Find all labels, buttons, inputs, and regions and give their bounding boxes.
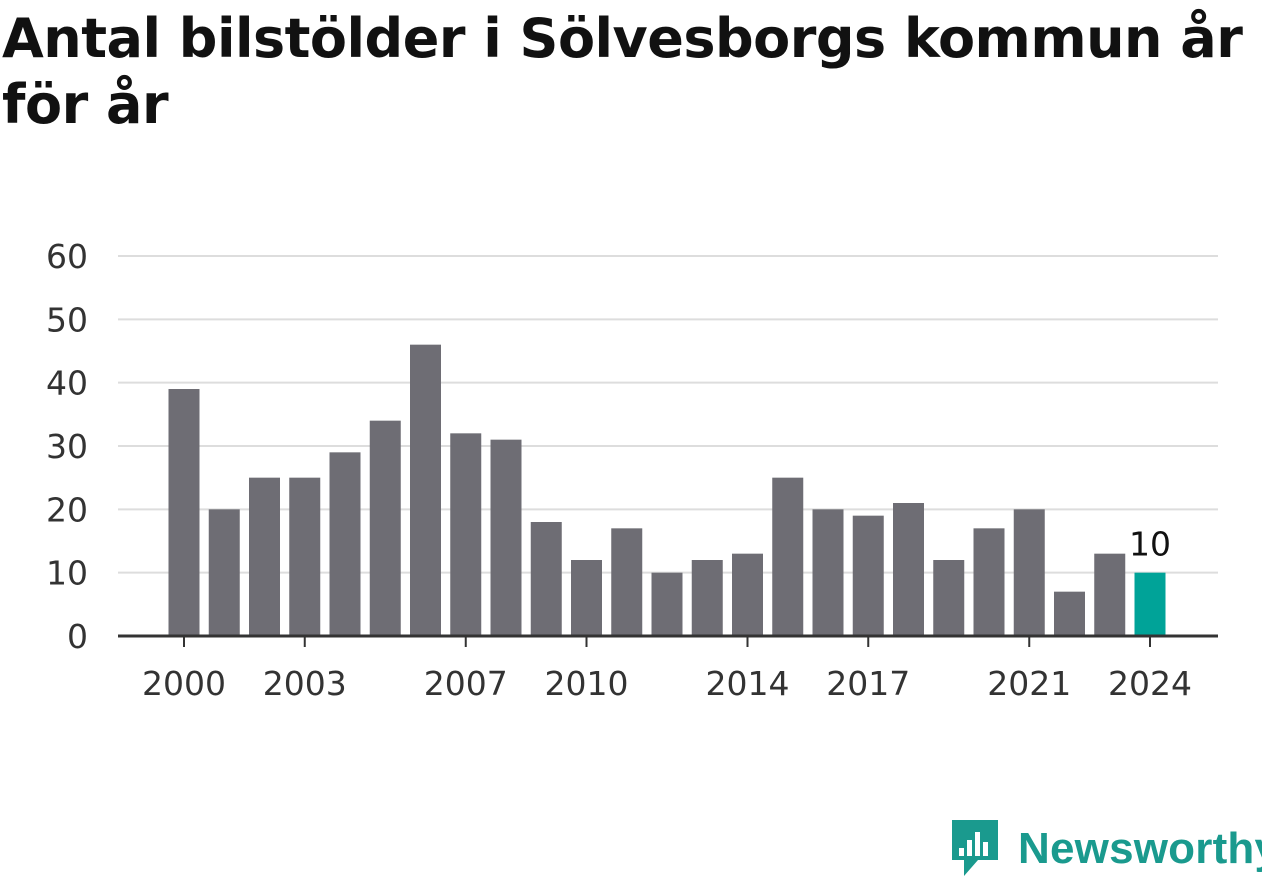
bar [329, 452, 361, 636]
brand-logo: Newsworthy [950, 818, 1262, 880]
bar [893, 503, 924, 636]
x-tick-label: 2003 [263, 664, 347, 703]
brand-name: Newsworthy [1018, 824, 1262, 873]
bar [732, 553, 763, 636]
y-tick-label: 20 [46, 490, 88, 529]
y-tick-label: 60 [46, 237, 88, 276]
x-tick-label: 2010 [545, 664, 629, 703]
bar [933, 560, 965, 636]
bar [1013, 509, 1045, 636]
x-tick-label: 2024 [1108, 664, 1192, 703]
bar [852, 515, 884, 636]
bar [369, 420, 401, 636]
bar [249, 477, 280, 636]
bar [772, 477, 804, 636]
bar [530, 522, 562, 636]
bar [812, 509, 844, 636]
y-tick-label: 10 [46, 554, 88, 593]
x-tick-label: 2017 [826, 664, 910, 703]
y-tick-label: 30 [46, 427, 88, 466]
chart-title: Antal bilstölder i Sölvesborgs kommun år… [2, 7, 1243, 136]
x-tick-label: 2014 [706, 664, 790, 703]
bar [450, 433, 482, 636]
bar [208, 509, 240, 636]
bar [289, 477, 321, 636]
bar [973, 528, 1005, 636]
x-tick-label: 2000 [142, 664, 226, 703]
bar [490, 439, 522, 636]
newsworthy-logo-icon [952, 820, 998, 876]
bar [168, 389, 200, 636]
bar [410, 344, 441, 636]
bar-highlight [1134, 572, 1166, 636]
x-tick-label: 2007 [424, 664, 508, 703]
y-tick-label: 0 [67, 617, 88, 656]
y-tick-label: 50 [46, 300, 88, 339]
bar [1054, 591, 1085, 636]
x-tick-label: 2021 [987, 664, 1071, 703]
data-label-highlight: 10 [1129, 525, 1171, 564]
y-tick-label: 40 [46, 364, 88, 403]
bar [691, 560, 723, 636]
bar [611, 528, 643, 636]
bar [1094, 553, 1126, 636]
bar [571, 560, 602, 636]
bar [651, 572, 683, 636]
